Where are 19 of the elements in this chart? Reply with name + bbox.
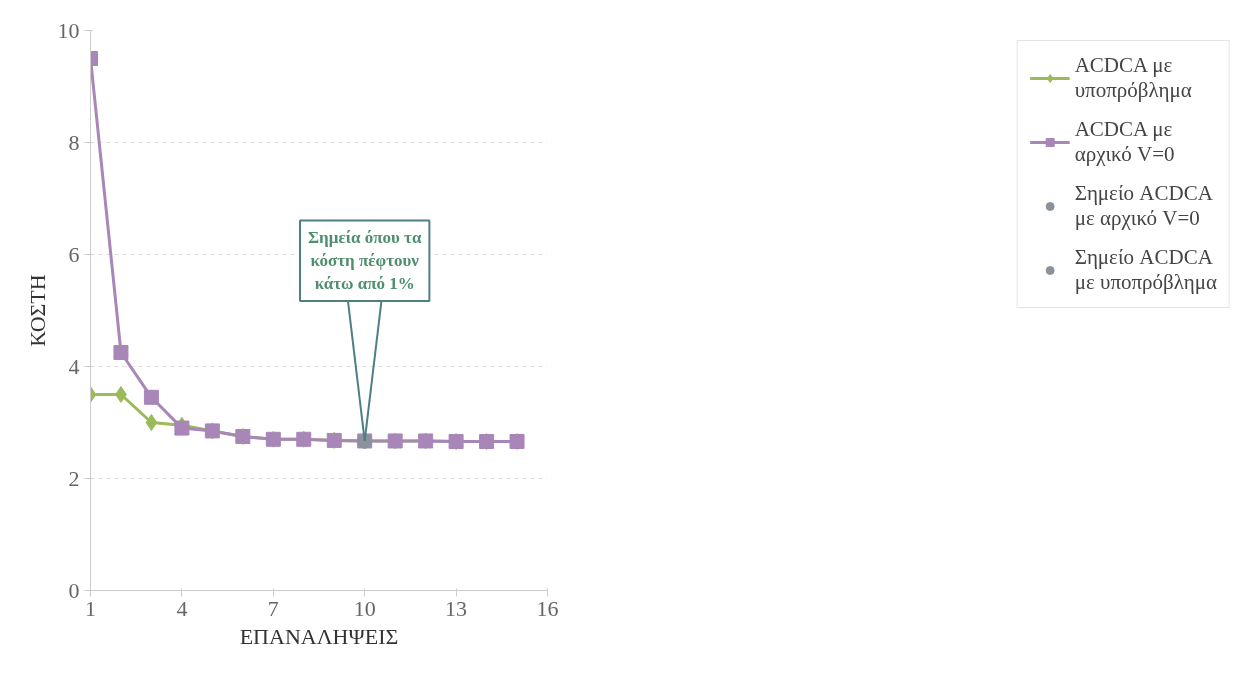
y-tick-label: 2 xyxy=(68,465,80,491)
y-tick-label: 4 xyxy=(68,353,80,379)
legend-label: Σημείο ACDCA με υποπρόβλημα xyxy=(1074,245,1217,295)
y-axis-title: ΚΟΣΤΗ xyxy=(24,274,50,347)
x-tick-label: 16 xyxy=(536,595,559,621)
legend-label: Σημείο ACDCA με αρχικό V=0 xyxy=(1074,181,1213,231)
x-tick-label: 7 xyxy=(267,595,279,621)
legend-label: ACDCA με υποπρόβλημα xyxy=(1074,53,1192,103)
legend-label: ACDCA με αρχικό V=0 xyxy=(1074,117,1175,167)
x-tick-label: 13 xyxy=(445,595,468,621)
y-tick-label: 8 xyxy=(68,129,80,155)
y-tick-label: 6 xyxy=(68,241,80,267)
annotation: Σημεία όπου τα κόστη πέφτουν κάτω από 1% xyxy=(308,228,422,293)
y-tick-label: 10 xyxy=(57,17,80,43)
x-axis-title: ΕΠΑΝΑΛΗΨΕΙΣ xyxy=(239,623,399,649)
x-tick-label: 1 xyxy=(85,595,96,621)
x-tick-label: 4 xyxy=(176,595,188,621)
x-tick-label: 10 xyxy=(353,595,376,621)
y-tick-label: 0 xyxy=(68,577,80,603)
